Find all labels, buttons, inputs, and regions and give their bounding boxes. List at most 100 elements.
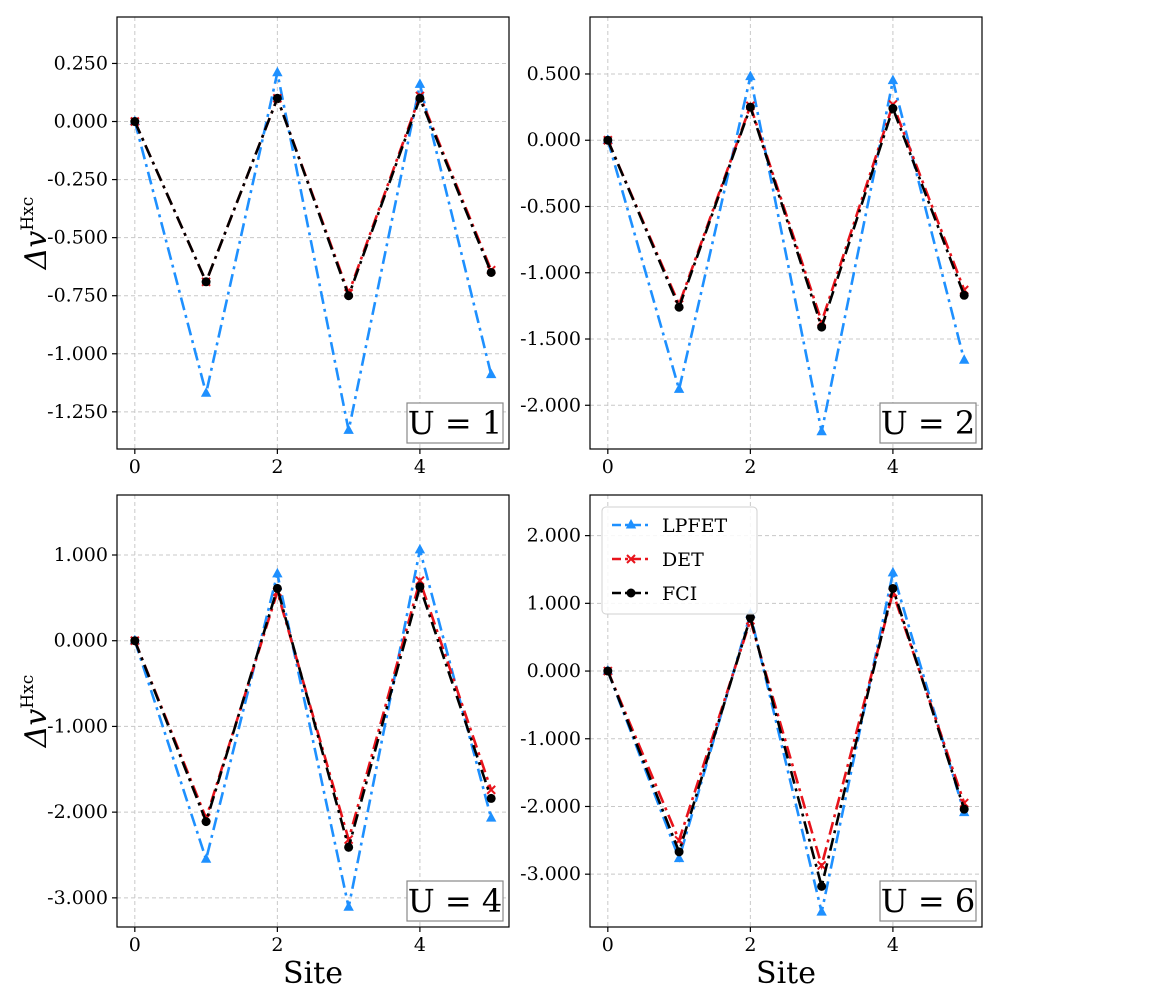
series-det	[603, 587, 969, 871]
legend-label: DET	[662, 549, 704, 571]
series-line-fci	[133, 94, 493, 300]
grid	[117, 17, 509, 449]
y-tick-label: -1.500	[520, 328, 581, 350]
series-line-det	[606, 587, 966, 871]
axes-frame	[116, 494, 510, 928]
y-tick-label: 0.000	[527, 660, 581, 682]
legend-item-lpfet: LPFET	[612, 515, 727, 537]
point-fci	[888, 583, 898, 593]
y-tick-label: -2.000	[47, 801, 108, 823]
point-fci	[888, 103, 898, 113]
series-line-lpfet	[133, 72, 493, 431]
panel-3: 0 2 4 1.000 0.000 -1.000 -2.000 -3.000 U = 4	[47, 494, 510, 956]
point-fci	[486, 267, 496, 277]
point-fci	[674, 302, 684, 312]
u-value-label: U = 4	[408, 882, 502, 920]
series-lpfet	[602, 566, 970, 916]
u-value-annotation: U = 4	[406, 880, 504, 922]
x-tick-label: 2	[271, 934, 283, 956]
y-tick-label: -1.000	[520, 262, 581, 284]
x-tick-label: 4	[414, 934, 426, 956]
y-tick-label: -2.000	[520, 795, 581, 817]
series-fci	[603, 583, 969, 891]
point-fci	[959, 804, 969, 814]
legend-item-det: DET	[612, 549, 704, 571]
legend-item-fci: FCI	[612, 583, 697, 605]
u-value-label: U = 2	[881, 404, 975, 442]
y-tick-label: -1.000	[47, 715, 108, 737]
x-tick-label: 0	[129, 456, 141, 478]
y-tick-label: -0.500	[47, 227, 108, 249]
point-fci	[674, 847, 684, 857]
point-fci	[201, 817, 211, 827]
series-fci	[603, 102, 969, 332]
y-axis-title: ΔvHxc	[18, 675, 54, 749]
series-fci	[130, 93, 496, 301]
point-fci	[745, 613, 755, 623]
y-tick-label: 1.000	[54, 544, 108, 566]
axes-frame	[589, 494, 983, 928]
x-tick-label: 4	[887, 934, 899, 956]
point-fci	[344, 291, 354, 301]
u-value-label: U = 6	[881, 882, 975, 920]
point-lpfet	[816, 906, 827, 916]
point-lpfet	[887, 566, 899, 577]
y-tick-label: 0.000	[527, 129, 581, 151]
point-fci	[745, 102, 755, 112]
point-lpfet	[272, 567, 283, 578]
grid	[590, 17, 982, 449]
point-det	[816, 860, 827, 871]
point-fci	[959, 290, 969, 300]
x-tick-label: 0	[602, 456, 614, 478]
series-fci	[130, 582, 496, 853]
panel-1: 0 2 4 0.250 0.000 -0.250 -0.500 -0.750 -1.000 -1.…	[47, 16, 510, 478]
legend-label: LPFET	[662, 515, 727, 537]
series-lpfet	[129, 543, 497, 911]
point-fci	[817, 322, 827, 332]
y-tick-label: -1.250	[47, 401, 108, 423]
x-tick-label: 4	[414, 456, 426, 478]
point-fci	[201, 277, 211, 287]
point-lpfet	[673, 852, 685, 863]
point-lpfet	[343, 424, 354, 434]
y-tick-label: -0.500	[520, 195, 581, 217]
panel-2: 0 2 4 0.500 0.000 -0.500 -1.000 -1.500 -2.000 U =…	[520, 16, 983, 478]
point-lpfet	[272, 66, 283, 77]
y-tick-label: 0.250	[54, 52, 108, 74]
point-lpfet	[200, 853, 212, 863]
axes-frame	[589, 16, 983, 450]
point-lpfet	[414, 543, 426, 554]
series-line-fci	[133, 582, 493, 853]
series-line-lpfet	[606, 572, 966, 913]
point-lpfet	[414, 78, 426, 88]
point-fci	[344, 842, 354, 852]
x-axis-title: Site	[756, 956, 816, 991]
series-lpfet	[129, 66, 497, 434]
x-tick-label: 0	[602, 934, 614, 956]
x-tick-label: 2	[744, 456, 756, 478]
point-fci	[272, 93, 282, 103]
point-fci	[486, 793, 496, 803]
y-tick-label: 0.000	[54, 630, 108, 652]
y-tick-label: -1.000	[47, 343, 108, 365]
y-tick-label: 0.000	[54, 111, 108, 133]
point-lpfet	[816, 425, 827, 436]
y-tick-label: 0.500	[527, 63, 581, 85]
point-fci	[272, 583, 282, 593]
legend: LPFET DET FCI	[601, 506, 758, 615]
y-tick-label: 1.000	[527, 592, 581, 614]
point-fci	[817, 881, 827, 891]
y-tick-label: 2.000	[527, 525, 581, 547]
y-tick-label: -0.250	[47, 169, 108, 191]
axes-frame	[116, 16, 510, 450]
u-value-annotation: U = 2	[879, 402, 977, 444]
panel-4: 0 2 4 2.000 1.000 0.000 -1.000 -2.000 -3.000 U = …	[520, 494, 983, 956]
y-tick-label: -3.000	[520, 863, 581, 885]
point-fci	[130, 636, 140, 646]
point-fci	[603, 666, 613, 676]
series-line-fci	[606, 103, 966, 332]
u-value-annotation: U = 6	[879, 880, 977, 922]
series-line-fci	[606, 583, 966, 887]
series-det	[130, 576, 496, 845]
u-value-label: U = 1	[408, 404, 502, 442]
